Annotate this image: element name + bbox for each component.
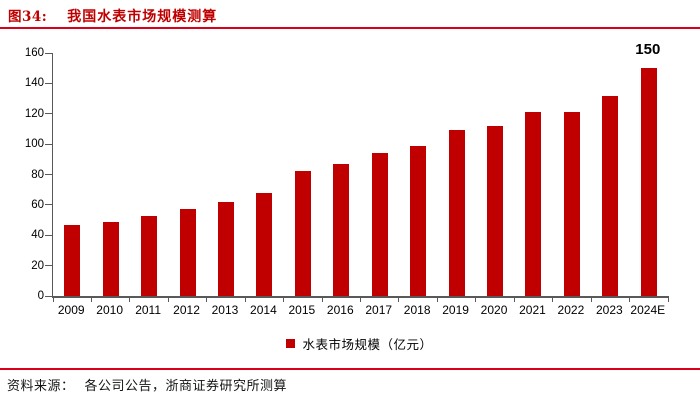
y-tick-label: 140 <box>24 77 44 90</box>
bar-2018 <box>410 145 427 296</box>
x-tick <box>206 296 208 302</box>
header-rule <box>0 27 700 29</box>
bar-2021 <box>525 112 542 296</box>
y-tick <box>45 204 52 206</box>
y-tick <box>45 82 52 84</box>
x-tick <box>629 296 631 302</box>
x-tick <box>52 296 54 302</box>
bar-2012 <box>179 209 196 296</box>
bar-2010 <box>102 221 119 296</box>
x-tick-label: 2019 <box>442 303 469 317</box>
y-tick-label: 40 <box>31 229 44 242</box>
x-tick-label: 2018 <box>403 303 431 317</box>
footer-rule <box>0 368 700 370</box>
bar-2020 <box>487 125 504 296</box>
legend: 水表市场规模（亿元） <box>52 335 667 352</box>
legend-swatch <box>286 338 296 348</box>
x-tick-label: 2016 <box>326 303 354 317</box>
y-tick <box>45 295 52 297</box>
figure-header: 图34: 我国水表市场规模测算 <box>8 5 217 26</box>
x-tick <box>552 296 554 302</box>
source-row: 资料来源： 各公司公告，浙商证券研究所测算 <box>7 375 287 394</box>
bar-2019 <box>448 130 465 296</box>
x-tick <box>436 296 438 302</box>
y-tick <box>45 143 52 145</box>
x-tick <box>667 296 669 302</box>
x-tick <box>167 296 169 302</box>
x-tick-label: 2011 <box>135 303 161 317</box>
y-tick-label: 120 <box>24 107 44 120</box>
x-tick-label: 2024E <box>630 303 666 317</box>
x-tick <box>129 296 131 302</box>
x-tick-label: 2017 <box>365 303 393 317</box>
bar-2017 <box>371 153 388 296</box>
x-tick <box>513 296 515 302</box>
plot-area <box>45 52 669 302</box>
y-tick-label: 100 <box>24 138 44 151</box>
x-tick-label: 2010 <box>96 303 123 317</box>
x-tick-label: 2009 <box>57 303 85 317</box>
y-tick <box>45 265 52 267</box>
x-tick-label: 2015 <box>288 303 316 317</box>
x-tick <box>244 296 246 302</box>
bar-2015 <box>294 171 311 296</box>
x-axis: 2009 2010 2011 2012 2013 2014 2015 2016 2017 2018… <box>52 303 667 319</box>
y-tick <box>45 234 52 236</box>
bar-2014 <box>256 192 273 296</box>
y-tick-label: 80 <box>31 168 44 181</box>
bar-2016 <box>333 163 350 296</box>
x-tick-label: 2014 <box>250 303 277 317</box>
y-tick-label: 60 <box>31 198 44 211</box>
y-tick <box>45 52 52 54</box>
bar-2022 <box>563 112 580 296</box>
bar-2013 <box>217 201 234 296</box>
x-tick-label: 2013 <box>211 303 239 317</box>
x-tick <box>360 296 361 302</box>
x-tick <box>398 296 400 302</box>
figure-title: 我国水表市场规模测算 <box>67 9 218 25</box>
y-tick <box>45 174 52 175</box>
x-tick <box>90 296 92 302</box>
x-tick <box>283 296 285 302</box>
x-tick-label: 2012 <box>173 303 200 317</box>
y-tick-label: 0 <box>37 290 44 302</box>
y-axis: 0 20 40 60 80 100 120 140 160 <box>0 47 44 302</box>
bar-2011 <box>141 215 158 296</box>
x-tick <box>321 296 323 302</box>
source-label: 资料来源： <box>7 379 75 394</box>
x-tick <box>475 296 477 302</box>
bar-value-label: 150 <box>635 41 661 59</box>
x-tick-label: 2022 <box>557 303 585 317</box>
figure-number: 图34: <box>8 9 48 25</box>
x-tick-label: 2021 <box>519 303 546 317</box>
y-tick <box>45 113 52 115</box>
x-tick-label: 2020 <box>480 303 508 317</box>
bar-2009 <box>64 224 81 296</box>
bar-2024E <box>640 68 657 296</box>
bar-2023 <box>602 95 619 296</box>
legend-label: 水表市场规模（亿元） <box>302 336 433 352</box>
y-tick-label: 20 <box>31 259 44 272</box>
x-tick-label: 2023 <box>595 303 623 317</box>
x-tick <box>590 296 592 302</box>
y-tick-label: 160 <box>24 47 44 59</box>
source-text: 各公司公告，浙商证券研究所测算 <box>84 379 288 394</box>
